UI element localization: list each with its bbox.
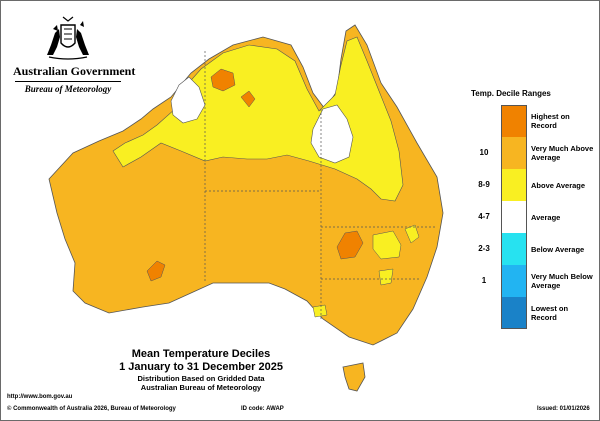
legend-category-label: Very Much Above Average <box>531 144 594 162</box>
legend-row: Highest on Record <box>471 105 596 137</box>
map-title-block: Mean Temperature Deciles 1 January to 31… <box>101 348 301 392</box>
legend-color-swatch <box>501 297 527 329</box>
map-title-line-2: 1 January to 31 December 2025 <box>119 361 283 373</box>
legend-range-value: 4-7 <box>478 212 490 221</box>
coat-of-arms-icon <box>47 16 89 60</box>
victoria-above-average-patch <box>312 304 328 318</box>
map-subtitle-line-2: Australian Bureau of Meteorology <box>140 383 262 392</box>
legend-color-swatch <box>501 137 527 169</box>
state-borders <box>204 51 437 319</box>
top-end-record-patch-2 <box>240 90 256 108</box>
nsw-above-average-patch <box>372 230 402 260</box>
legend-title: Temp. Decile Ranges <box>471 89 551 98</box>
legend-color-swatch <box>501 265 527 297</box>
tasmania-very-much-above-average-region <box>342 362 366 392</box>
legend-row: 2-3 Below Average <box>471 233 596 265</box>
legend-color-swatch <box>501 233 527 265</box>
legend-color-swatch <box>501 169 527 201</box>
website-url: http://www.bom.gov.au <box>7 394 73 400</box>
legend-color-swatch <box>501 201 527 233</box>
nsw-record-patch <box>336 230 364 260</box>
legend-range-value <box>471 105 497 137</box>
legend-range-value <box>471 297 497 329</box>
qld-coast-above-average-patch <box>404 224 420 244</box>
legend-range-value: 8-9 <box>478 180 490 189</box>
branding-divider <box>15 81 121 82</box>
legend-range-value: 2-3 <box>478 244 490 253</box>
government-branding: Australian Government Bureau of Meteorol… <box>13 15 136 94</box>
bureau-name: Bureau of Meteorology <box>24 84 112 94</box>
queensland-average-region <box>310 104 354 164</box>
legend-category-label: Above Average <box>531 180 586 190</box>
southwest-record-patch <box>146 260 166 282</box>
top-end-record-patch <box>210 68 236 92</box>
legend-color-swatch <box>501 105 527 137</box>
legend-row: 10 Very Much Above Average <box>471 137 596 169</box>
map-title-line-1: Mean Temperature Deciles <box>131 348 271 360</box>
legend-range-value: 1 <box>481 276 487 285</box>
government-name: Australian Government <box>13 64 136 78</box>
legend-category-label: Below Average <box>531 244 585 254</box>
legend-row: 1 Very Much Below Average <box>471 265 596 297</box>
nsw-south-above-average-patch <box>378 268 394 286</box>
copyright-notice: © Commonwealth of Australia 2026, Bureau… <box>7 406 176 412</box>
map-subtitle-line-1: Distribution Based on Gridded Data <box>137 374 265 383</box>
legend-category-label: Lowest on Record <box>531 304 569 322</box>
id-code: ID code: AWAP <box>241 406 284 412</box>
legend-category-label: Highest on Record <box>531 112 570 130</box>
legend-category-label: Very Much Below Average <box>531 272 593 290</box>
legend-row: 4-7 Average <box>471 201 596 233</box>
legend-row: 8-9 Above Average <box>471 169 596 201</box>
legend-row: Lowest on Record <box>471 297 596 329</box>
legend-range-value: 10 <box>479 148 489 157</box>
issued-date: Issued: 01/01/2026 <box>537 406 590 412</box>
legend-category-label: Average <box>531 212 561 222</box>
